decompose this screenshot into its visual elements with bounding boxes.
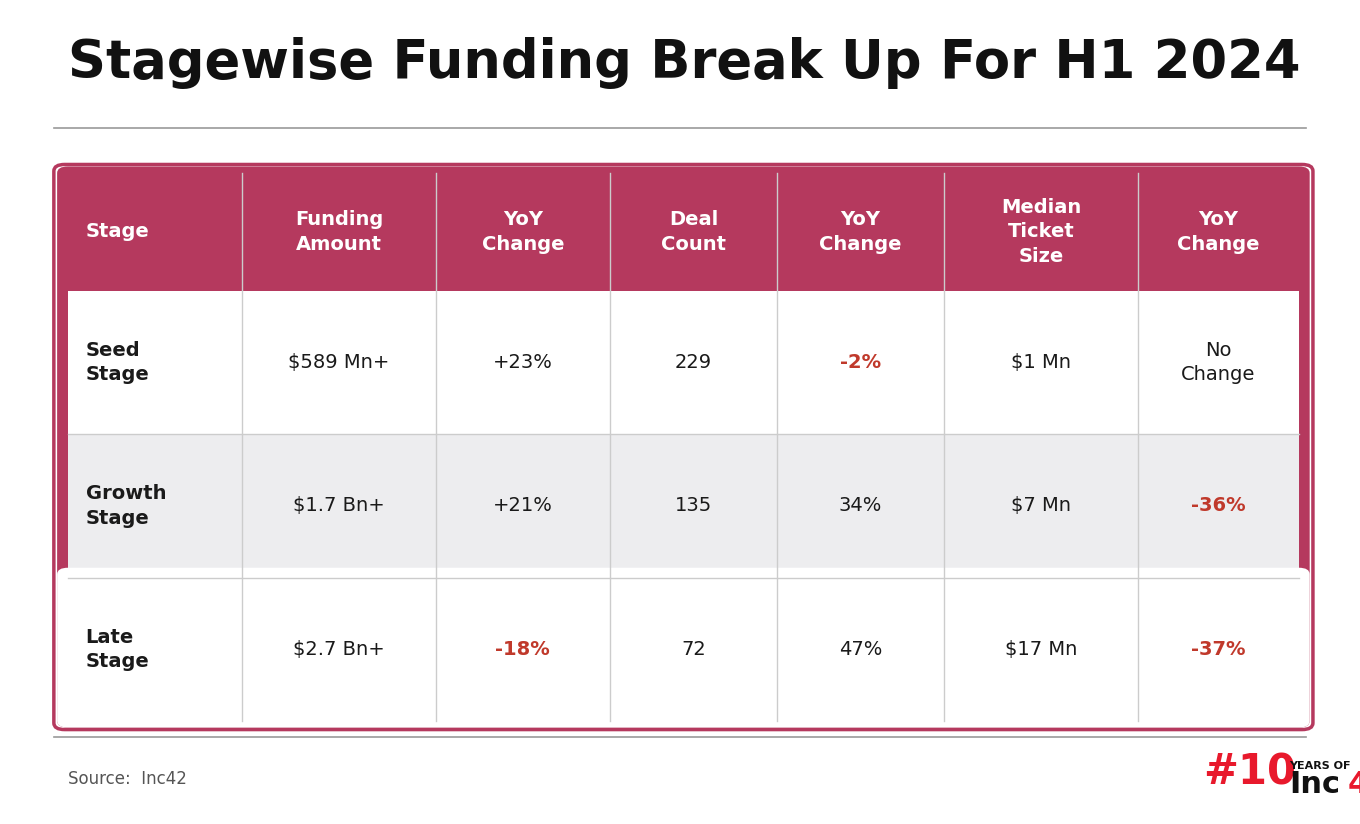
Text: 42: 42 [1348,770,1360,799]
Text: Source:  Inc42: Source: Inc42 [68,770,186,789]
Text: Median
Ticket
Size: Median Ticket Size [1001,199,1081,265]
Text: No
Change: No Change [1182,341,1255,384]
Text: Late
Stage: Late Stage [86,628,150,671]
Text: Stagewise Funding Break Up For H1 2024: Stagewise Funding Break Up For H1 2024 [68,37,1300,89]
Text: #10: #10 [1204,752,1296,794]
Text: $1.7 Bn+: $1.7 Bn+ [292,496,385,516]
Text: $17 Mn: $17 Mn [1005,639,1077,659]
Text: $1 Mn: $1 Mn [1012,353,1072,372]
Text: +23%: +23% [492,353,552,372]
Text: Growth
Stage: Growth Stage [86,485,166,527]
Text: 34%: 34% [839,496,883,516]
Text: 72: 72 [681,639,706,659]
Text: 229: 229 [675,353,713,372]
Text: -37%: -37% [1191,639,1246,659]
Text: 135: 135 [675,496,713,516]
Text: Inc: Inc [1289,770,1340,799]
Text: Funding
Amount: Funding Amount [295,210,384,254]
Text: $7 Mn: $7 Mn [1012,496,1072,516]
Text: Stage: Stage [86,222,150,241]
Text: -2%: -2% [840,353,881,372]
Text: Seed
Stage: Seed Stage [86,341,150,384]
Text: $2.7 Bn+: $2.7 Bn+ [292,639,385,659]
Text: Deal
Count: Deal Count [661,210,726,254]
Text: +21%: +21% [492,496,552,516]
Text: -36%: -36% [1191,496,1246,516]
Text: $589 Mn+: $589 Mn+ [288,353,389,372]
Text: 47%: 47% [839,639,883,659]
Text: YoY
Change: YoY Change [820,210,902,254]
Text: YoY
Change: YoY Change [1178,210,1259,254]
Text: -18%: -18% [495,639,551,659]
Text: YEARS OF: YEARS OF [1289,761,1350,771]
Text: YoY
Change: YoY Change [481,210,564,254]
